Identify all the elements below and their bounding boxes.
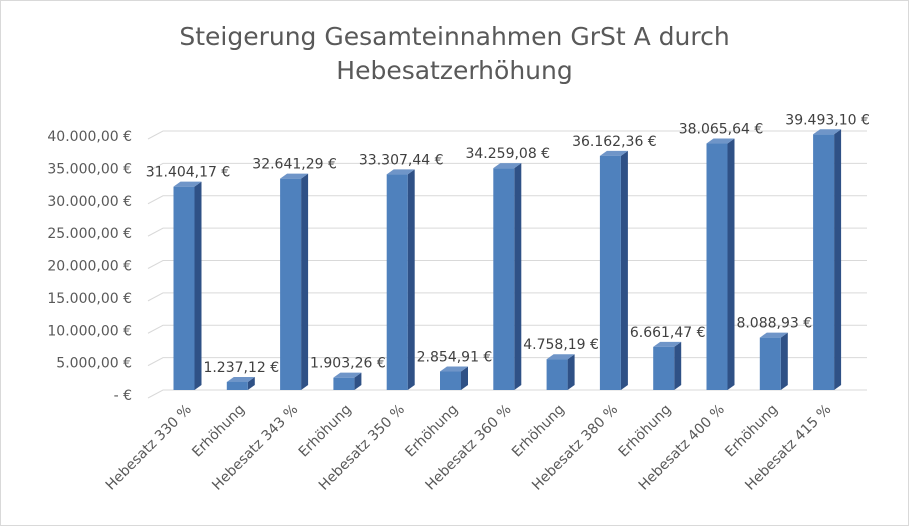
chart-title-line-2: Hebesatzerhöhung [336, 56, 573, 85]
y-tick-label: 10.000,00 € [47, 323, 132, 339]
y-tick-label: 5.000,00 € [56, 356, 132, 372]
bar [653, 341, 682, 390]
data-label: 32.641,29 € [252, 157, 337, 173]
bar [759, 332, 788, 390]
data-label: 1.237,12 € [203, 360, 279, 376]
bar [280, 173, 309, 390]
data-label: 1.903,26 € [310, 356, 386, 372]
bar [226, 376, 255, 390]
gridline [147, 324, 867, 334]
gridline [147, 195, 867, 205]
bar [546, 354, 575, 390]
bar [440, 366, 468, 390]
data-label: 6.661,47 € [630, 325, 706, 341]
data-label: 31.404,17 € [146, 165, 231, 181]
bar [599, 150, 628, 390]
chart-title: Steigerung Gesamteinnahmen GrSt A durch … [0, 20, 909, 88]
y-axis-ticks: - € 5.000,00 € 10.000,00 € 15.000,00 € 20.00… [47, 129, 132, 404]
gridline [147, 357, 867, 367]
data-label: 4.758,19 € [523, 337, 599, 353]
y-tick-label: 20.000,00 € [47, 259, 132, 275]
gridline [147, 162, 867, 172]
gridline [147, 260, 867, 269]
data-labels: 31.404,17 € 1.237,12 € 32.641,29 € 1.903,26… [146, 112, 870, 376]
bars [173, 129, 842, 391]
y-tick-label: 25.000,00 € [47, 226, 132, 242]
bar [173, 181, 202, 390]
bar [386, 169, 415, 390]
gridline [147, 389, 867, 399]
y-tick-label: - € [114, 388, 132, 404]
gridlines [147, 130, 867, 399]
bar [813, 129, 842, 391]
y-tick-label: 15.000,00 € [47, 291, 132, 307]
data-label: 33.307,44 € [359, 152, 444, 168]
bar [706, 138, 735, 390]
gridline [147, 130, 867, 140]
data-label: 39.493,10 € [785, 112, 870, 128]
gridline [147, 227, 867, 237]
bar [333, 372, 362, 390]
bar [493, 163, 522, 390]
data-label: 36.162,36 € [572, 134, 657, 150]
y-tick-label: 35.000,00 € [47, 161, 132, 177]
data-label: 38.065,64 € [679, 122, 764, 138]
data-label: 34.259,08 € [465, 146, 550, 162]
gridline [147, 292, 867, 302]
x-category-label: Hebesatz 330 % [103, 402, 195, 494]
chart-title-line-1: Steigerung Gesamteinnahmen GrSt A durch [179, 22, 730, 51]
y-tick-label: 40.000,00 € [47, 129, 132, 145]
data-label: 2.854,91 € [417, 350, 493, 366]
y-tick-label: 30.000,00 € [47, 194, 132, 210]
data-label: 8.088,93 € [736, 316, 812, 332]
